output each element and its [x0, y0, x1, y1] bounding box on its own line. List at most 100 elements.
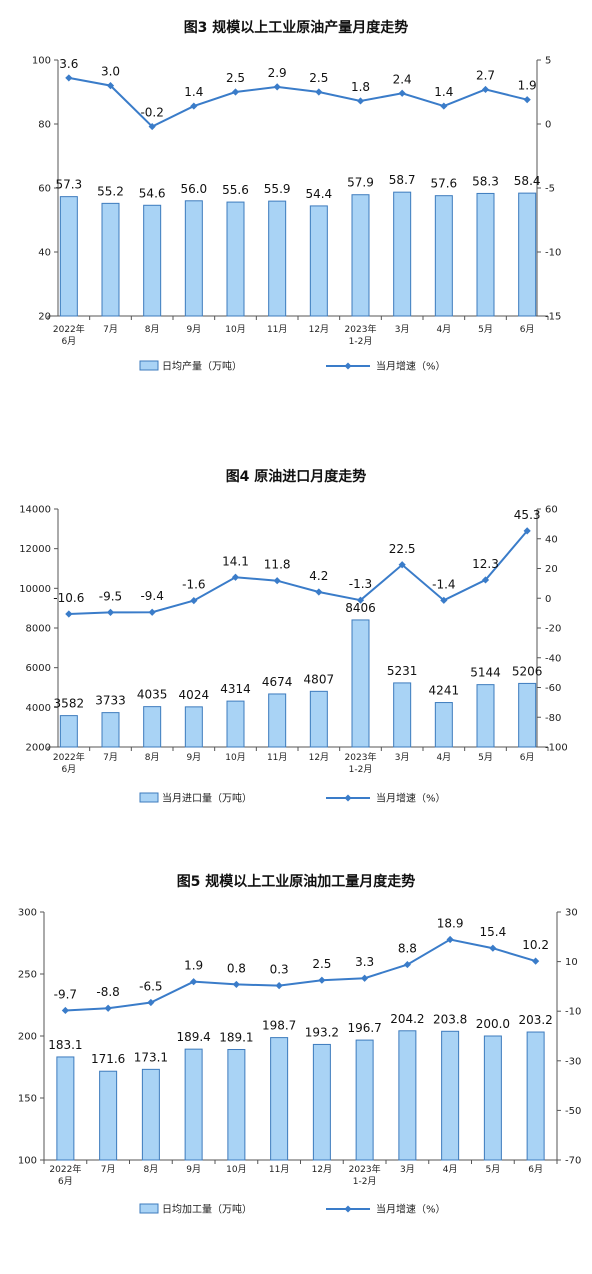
x-tick-label: 10月: [225, 752, 245, 763]
bar: [227, 1049, 246, 1161]
bar: [309, 690, 328, 748]
line-point: [104, 1004, 112, 1012]
x-tick-label: 1-2月: [349, 764, 373, 775]
y-left-tick-label: 8000: [26, 624, 51, 635]
y-right-tick-label: -70: [565, 1156, 581, 1167]
line-value-label: 10.2: [522, 938, 549, 952]
x-tick-label: 12月: [309, 752, 329, 763]
x-tick-label: 7月: [101, 1164, 116, 1175]
chart-title: 图5 规模以上工业原油加工量月度走势: [177, 873, 416, 890]
bar-value-label: 183.1: [48, 1038, 82, 1052]
x-tick-label: 1-2月: [349, 336, 373, 347]
line-point: [398, 89, 406, 97]
y-right-tick-label: 60: [545, 505, 558, 516]
growth-line: [68, 76, 528, 128]
bar: [143, 204, 162, 317]
bar-value-label: 3733: [95, 694, 126, 708]
line-value-label: 1.9: [184, 959, 203, 973]
line-point: [61, 1006, 69, 1015]
line-point: [489, 944, 497, 952]
legend-line-marker: [344, 362, 352, 370]
line-value-label: -6.5: [139, 980, 162, 994]
bar: [483, 1035, 502, 1161]
x-tick-label: 7月: [103, 324, 118, 335]
line-value-label: 3.6: [59, 57, 78, 71]
y-left-tick-label: 40: [38, 248, 51, 259]
line-value-label: 1.4: [184, 85, 203, 99]
chart-crude-processing: 图5 规模以上工业原油加工量月度走势 100 150 200 250 300 -70 -50 -…: [18, 873, 581, 1216]
line-value-label: 11.8: [264, 558, 291, 572]
bar: [351, 194, 370, 317]
bar-value-label: 54.4: [305, 187, 332, 201]
bar: [518, 682, 537, 748]
bar-value-label: 4024: [179, 688, 210, 702]
x-tick-label: 5月: [478, 324, 493, 335]
line-value-label: 18.9: [437, 917, 464, 931]
bar-value-label: 55.9: [264, 182, 291, 196]
line-value-label: -9.7: [54, 987, 77, 1001]
line-value-label: 1.9: [518, 79, 537, 93]
legend-line-label: 当月增速（%）: [376, 360, 446, 373]
x-tick-label: 6月: [61, 764, 76, 775]
y-right-tick-label: -50: [565, 1106, 581, 1117]
bar-value-label: 55.2: [97, 184, 124, 198]
line-value-label: -1.4: [432, 577, 455, 591]
y-right-tick-label: -80: [545, 713, 561, 724]
line-value-label: 2.5: [226, 71, 245, 85]
x-tick-label: 5月: [478, 752, 493, 763]
y-left-tick-label: 10000: [19, 584, 51, 595]
bar: [101, 712, 120, 748]
line-point: [148, 608, 156, 616]
line-value-label: -10.6: [53, 591, 84, 605]
x-tick-label: 2023年: [349, 1163, 381, 1175]
line-point: [147, 998, 155, 1007]
line-value-label: 1.4: [434, 85, 453, 99]
line-point: [106, 82, 115, 90]
line-value-label: 1.8: [351, 80, 370, 94]
line-point: [532, 957, 540, 965]
y-right-tick-label: -60: [545, 683, 561, 694]
bar-value-label: 54.6: [139, 186, 166, 200]
x-tick-label: 9月: [186, 1164, 201, 1175]
bar: [312, 1043, 331, 1161]
y-left-tick-label: 100: [32, 56, 51, 67]
bar: [59, 196, 78, 317]
line-value-label: 3.0: [101, 65, 120, 79]
x-tick-label: 12月: [309, 324, 329, 335]
x-tick-label: 3月: [395, 752, 410, 763]
line-point: [356, 97, 365, 105]
line-point: [315, 88, 323, 96]
x-tick-label: 6月: [58, 1176, 73, 1187]
y-right-tick-label: 30: [565, 908, 578, 919]
bar-value-label: 200.0: [476, 1017, 510, 1031]
y-left-tick-label: 60: [38, 184, 51, 195]
y-left-tick-label: 2000: [26, 743, 51, 754]
line-value-label: 2.4: [393, 72, 412, 86]
bar: [59, 715, 78, 748]
x-tick-label: 6月: [520, 324, 535, 335]
y-left-tick-label: 80: [38, 120, 51, 131]
x-tick-label: 3月: [400, 1164, 415, 1175]
line-point: [106, 608, 115, 616]
line-value-label: 4.2: [309, 569, 328, 583]
line-point: [231, 88, 240, 96]
chart-title: 图4 原油进口月度走势: [226, 468, 367, 485]
growth-line: [65, 938, 536, 1012]
bar: [398, 1030, 417, 1161]
line-point: [65, 610, 73, 618]
x-tick-label: 11月: [269, 1164, 289, 1175]
line-point: [446, 935, 454, 944]
y-left-tick-label: 200: [18, 1032, 37, 1043]
line-point: [273, 577, 281, 585]
bar-value-label: 171.6: [91, 1052, 125, 1066]
bar-value-label: 196.7: [347, 1021, 381, 1035]
line-value-label: 8.8: [398, 942, 417, 956]
line-point: [318, 976, 326, 984]
bar-value-label: 56.0: [180, 182, 207, 196]
line-value-label: 3.3: [355, 955, 374, 969]
x-tick-label: 6月: [520, 752, 535, 763]
line-value-label: 0.8: [227, 961, 246, 975]
bar: [441, 1030, 460, 1161]
bar: [101, 202, 120, 317]
